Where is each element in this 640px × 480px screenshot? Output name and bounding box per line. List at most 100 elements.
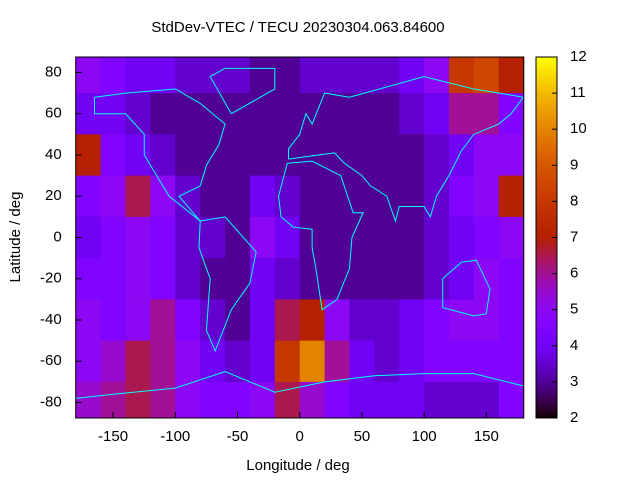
heat-cell [125,93,151,135]
heat-cell [125,299,151,342]
colorbar-step [536,267,557,272]
colorbar-step [536,57,557,61]
colorbar-step [536,330,557,335]
colorbar-step [536,180,557,184]
heat-cell [449,381,475,419]
y-tick-label: 80 [45,63,62,80]
heat-cell [225,93,251,135]
colorbar-step [536,165,557,169]
heat-cell [200,216,226,259]
colorbar-step [536,153,557,157]
heat-cell [473,93,500,135]
colorbar-step [536,273,557,278]
colorbar-step [536,183,557,187]
heat-cell [374,299,400,342]
heat-cell [299,381,326,419]
colorbar-step [536,396,557,401]
heat-cell [249,340,276,383]
colorbar-step [536,186,557,190]
heat-cell [424,340,450,383]
heat-cell [225,134,251,177]
colorbar-step [536,285,557,290]
colorbar-tick-label: 5 [570,301,578,318]
heat-cell [299,299,326,342]
colorbar-tick-label: 11 [570,84,586,101]
heat-cell [498,134,525,177]
colorbar-step [536,228,557,232]
heat-cell [100,299,126,342]
heat-cell [374,134,400,177]
coastlines [76,68,524,398]
colorbar-step [536,360,557,365]
colorbar-step [536,225,557,229]
colorbar-step [536,201,557,205]
colorbar-tick-label: 2 [570,409,578,426]
heat-cell [299,175,326,218]
heat-cell [225,57,251,94]
heat-cell [125,216,151,259]
heat-cell [424,93,450,135]
colorbar-step [536,90,557,94]
colorbar-step [536,156,557,160]
x-tick-label: 0 [296,428,304,445]
heat-cell [150,216,176,259]
heat-cell [399,381,425,419]
heat-cell [299,93,326,135]
colorbar-step [536,261,557,266]
heat-cell [125,134,151,177]
y-tick-label: 40 [45,146,62,163]
colorbar-step [536,405,557,410]
heat-cell [249,299,276,342]
colorbar-step [536,234,557,238]
colorbar-step [536,399,557,404]
heat-cell [150,381,176,419]
colorbar-step [536,372,557,377]
heat-cell [399,340,425,383]
heat-cell [274,93,301,135]
colorbar-step [536,162,557,166]
colorbar-step [536,135,557,139]
colorbar-step [536,408,557,413]
colorbar-step [536,333,557,338]
colorbar-step [536,150,557,154]
heat-cell [125,57,151,94]
heat-cell [150,340,176,383]
heat-cell [175,340,201,383]
colorbar-step [536,384,557,389]
colorbar-step [536,207,557,211]
colorbar-tick-label: 6 [570,265,578,282]
colorbar-step [536,375,557,380]
y-tick-label: 20 [45,187,62,204]
heat-cell [324,175,350,218]
heat-cell [349,216,375,259]
heat-cell [349,57,375,94]
colorbar-step [536,222,557,226]
heat-cell [324,93,350,135]
colorbar-step [536,93,557,97]
colorbar-tick-label: 8 [570,192,578,209]
heat-cell [249,134,276,177]
heat-cell [274,57,301,94]
heat-cell [498,216,525,259]
colorbar-step [536,381,557,386]
colorbar-step [536,357,557,362]
colorbar-step [536,84,557,88]
colorbar-step [536,195,557,199]
heat-cell [299,258,326,300]
heat-cell [399,93,425,135]
colorbar-step [536,231,557,235]
heat-cell [324,340,350,383]
heat-cell [200,258,226,300]
coastline [95,89,226,221]
colorbar-step [536,147,557,151]
y-tick-label: 60 [45,105,62,122]
heat-cell [100,57,126,94]
heat-cell [175,93,201,135]
heat-cell [399,57,425,94]
heat-cell [473,134,500,177]
colorbar-step [536,390,557,395]
coastline [76,372,524,399]
colorbar-step [536,264,557,269]
heat-cell [449,299,475,342]
